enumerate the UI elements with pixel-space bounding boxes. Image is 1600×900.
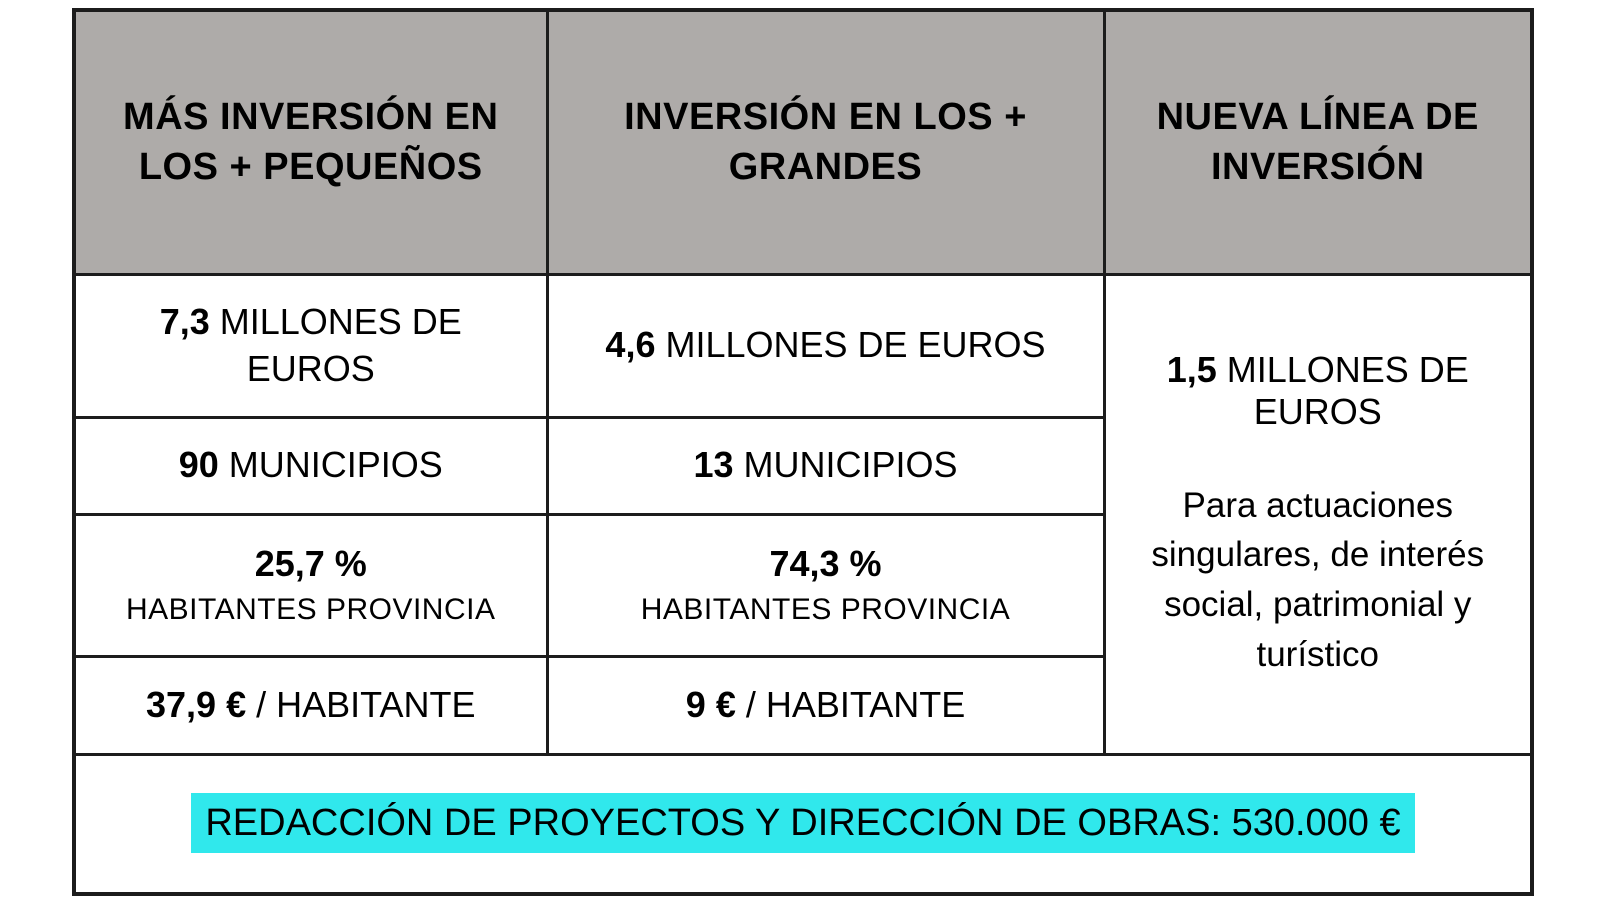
footer-highlight-text: REDACCIÓN DE PROYECTOS Y DIRECCIÓN DE OB… <box>191 793 1415 854</box>
cell-text: 74,3 % <box>769 541 881 587</box>
investment-summary-table: MÁS INVERSIÓN EN LOS + PEQUEÑOS INVERSIÓ… <box>72 8 1534 896</box>
footer-row: REDACCIÓN DE PROYECTOS Y DIRECCIÓN DE OB… <box>72 752 1534 896</box>
cell-subtext: HABITANTES PROVINCIA <box>125 592 496 626</box>
footer-cell: REDACCIÓN DE PROYECTOS Y DIRECCIÓN DE OB… <box>72 752 1534 896</box>
cell-value: 7,3 <box>159 301 210 343</box>
cell-value: 37,9 € <box>146 683 247 725</box>
cell-rest: MUNICIPIOS <box>733 444 958 486</box>
cell-value: 90 <box>178 444 219 486</box>
cell-pequenos-millones: 7,3 MILLONES DE EUROS <box>72 272 549 419</box>
cell-text: 4,6 MILLONES DE EUROS <box>605 322 1045 368</box>
cell-nueva-linea-detalle: 1,5 MILLONES DE EUROS Para actuaciones s… <box>1102 272 1534 756</box>
header-label: MÁS INVERSIÓN EN LOS + PEQUEÑOS <box>123 96 499 189</box>
cell-description: Para actuaciones singulares, de interés … <box>1151 485 1485 674</box>
cell-grandes-por-habitante: 9 € / HABITANTE <box>545 654 1106 756</box>
header-mas-inversion-pequenos: MÁS INVERSIÓN EN LOS + PEQUEÑOS <box>72 8 549 276</box>
header-inversion-grandes: INVERSIÓN EN LOS + GRANDES <box>545 8 1106 276</box>
cell-text: 1,5 MILLONES DE EUROS <box>1137 349 1499 433</box>
header-nueva-linea: NUEVA LÍNEA DE INVERSIÓN <box>1102 8 1534 276</box>
table-row-porcentaje-habitantes: 25,7 % HABITANTES PROVINCIA 74,3 % HABIT… <box>72 512 1532 658</box>
header-label: NUEVA LÍNEA DE INVERSIÓN <box>1156 96 1479 189</box>
cell-value: 9 € <box>685 683 736 725</box>
cell-rest: MILLONES DE EUROS <box>655 324 1046 366</box>
table-row-municipios: 90 MUNICIPIOS 13 MUNICIPIOS <box>72 415 1532 516</box>
table-row-euros-por-habitante: 37,9 € / HABITANTE 9 € / HABITANTE <box>72 654 1532 756</box>
cell-rest: / HABITANTE <box>735 683 966 725</box>
cell-value: 4,6 <box>605 324 656 366</box>
cell-value: 25,7 % <box>254 542 367 584</box>
cell-text: 90 MUNICIPIOS <box>179 442 443 488</box>
cell-pequenos-por-habitante: 37,9 € / HABITANTE <box>72 654 549 756</box>
cell-rest: MILLONES DE EUROS <box>209 301 462 389</box>
cell-value: 1,5 <box>1166 348 1217 390</box>
cell-pequenos-municipios: 90 MUNICIPIOS <box>72 415 549 516</box>
header-row: MÁS INVERSIÓN EN LOS + PEQUEÑOS INVERSIÓ… <box>72 8 1534 276</box>
cell-text: 7,3 MILLONES DE EUROS <box>97 299 524 391</box>
cell-text: 25,7 % <box>255 541 367 587</box>
cell-subtext: HABITANTES PROVINCIA <box>640 592 1011 626</box>
cell-grandes-municipios: 13 MUNICIPIOS <box>545 415 1106 516</box>
cell-value: 74,3 % <box>769 542 882 584</box>
cell-value: 13 <box>693 444 734 486</box>
cell-rest: MILLONES DE EUROS <box>1216 348 1469 432</box>
cell-rest: / HABITANTE <box>246 683 476 725</box>
header-label: INVERSIÓN EN LOS + GRANDES <box>624 96 1027 189</box>
cell-text: 13 MUNICIPIOS <box>693 442 957 488</box>
cell-pequenos-porcentaje: 25,7 % HABITANTES PROVINCIA <box>72 512 549 658</box>
table-row-millones: 7,3 MILLONES DE EUROS 4,6 MILLONES DE EU… <box>72 272 1534 756</box>
cell-text: 37,9 € / HABITANTE <box>146 682 475 728</box>
cell-grandes-porcentaje: 74,3 % HABITANTES PROVINCIA <box>545 512 1106 658</box>
cell-rest: MUNICIPIOS <box>218 444 443 486</box>
cell-grandes-millones: 4,6 MILLONES DE EUROS <box>545 272 1106 419</box>
cell-text: 9 € / HABITANTE <box>686 682 965 728</box>
